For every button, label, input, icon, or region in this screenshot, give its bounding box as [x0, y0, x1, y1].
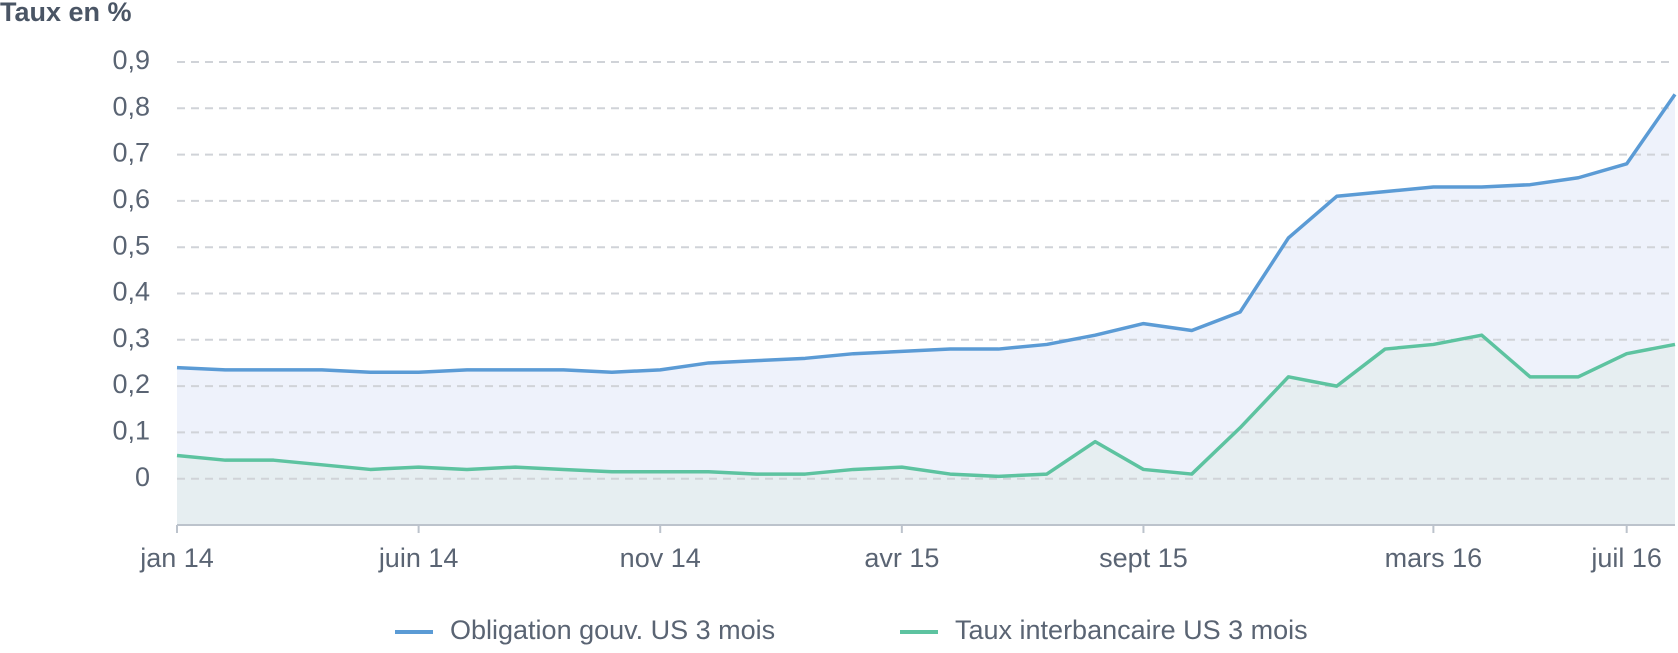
- x-tick-label: juil 16: [1590, 543, 1662, 573]
- y-tick-label: 0,1: [112, 416, 150, 446]
- y-tick-label: 0,2: [112, 369, 150, 399]
- y-tick-label: 0,9: [112, 45, 150, 75]
- line: [176, 333, 1676, 479]
- line: [176, 93, 1677, 374]
- legend-label: Taux interbancaire US 3 mois: [955, 615, 1308, 645]
- y-tick-label: 0,5: [112, 230, 150, 260]
- area: [177, 335, 1675, 525]
- x-tick-label: sept 15: [1099, 543, 1188, 573]
- y-axis-label: Taux en %: [0, 0, 132, 27]
- y-tick-label: 0,3: [112, 323, 150, 353]
- x-tick-label: mars 16: [1385, 543, 1483, 573]
- x-tick-label: avr 15: [864, 543, 939, 573]
- y-tick-label: 0: [135, 462, 150, 492]
- legend-label: Obligation gouv. US 3 mois: [450, 615, 775, 645]
- x-tick-label: nov 14: [620, 543, 701, 573]
- y-tick-label: 0,4: [112, 277, 150, 307]
- x-tick-label: jan 14: [139, 543, 214, 573]
- y-tick-label: 0,7: [112, 138, 150, 168]
- x-tick-label: juin 14: [378, 543, 459, 573]
- y-tick-label: 0,6: [112, 184, 150, 214]
- y-tick-label: 0,8: [112, 91, 150, 121]
